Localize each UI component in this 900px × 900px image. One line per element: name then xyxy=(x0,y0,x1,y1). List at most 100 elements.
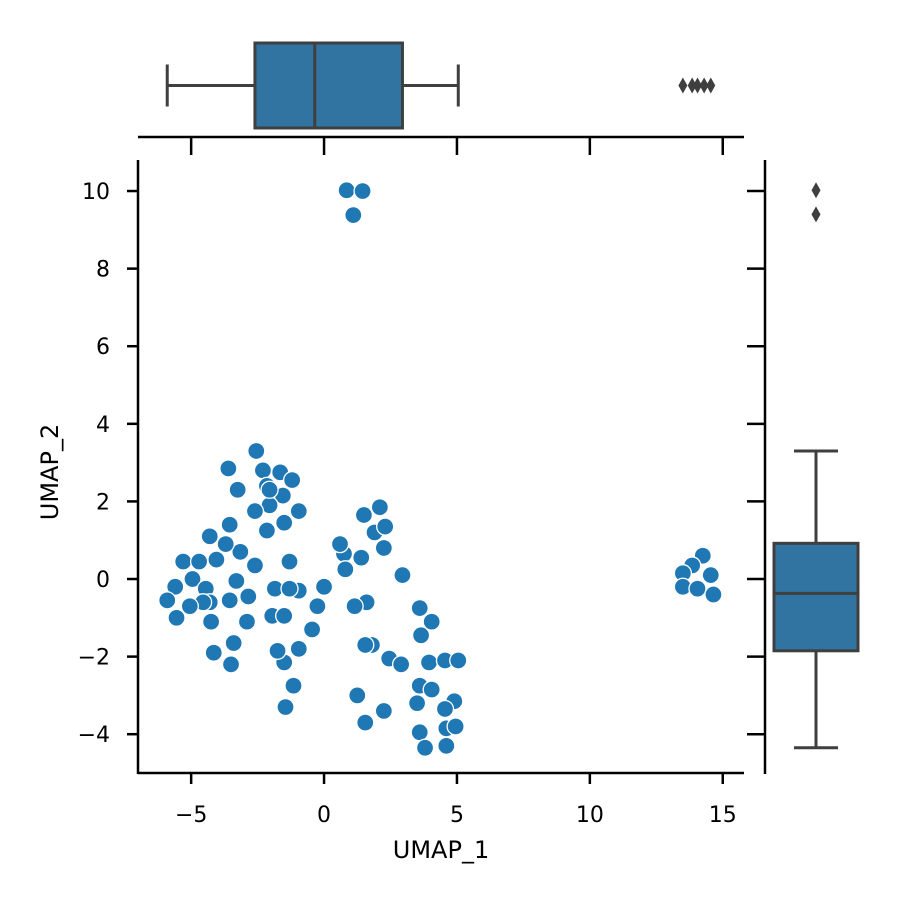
scatter-point xyxy=(701,565,720,585)
scatter-point xyxy=(268,641,287,660)
scatter-point xyxy=(280,552,299,571)
y-tick-label: 10 xyxy=(82,180,110,205)
y-tick-label: 8 xyxy=(96,258,110,283)
x-tick-label: 5 xyxy=(450,803,464,828)
y-tick-label: 6 xyxy=(96,335,110,360)
x-axis-title: UMAP_1 xyxy=(393,836,489,864)
scatter-point xyxy=(221,655,241,674)
scatter-point xyxy=(354,505,374,525)
y-marginal-box xyxy=(772,182,860,750)
x-marginal-box xyxy=(165,41,716,130)
scatter-point xyxy=(207,550,226,569)
scatter-point xyxy=(352,548,371,567)
x-marginal-ticks xyxy=(189,137,724,155)
y-outlier xyxy=(811,206,821,223)
scatter-point xyxy=(253,461,273,480)
scatter-point xyxy=(393,565,412,585)
scatter-point xyxy=(280,579,299,598)
scatter-point xyxy=(391,655,411,674)
scatter-point xyxy=(704,585,723,604)
scatter-point xyxy=(260,480,279,499)
y-tick-label: −4 xyxy=(78,723,110,748)
y-tick-label: 0 xyxy=(96,568,110,593)
scatter-point xyxy=(167,608,186,627)
scatter-point xyxy=(407,694,427,713)
y-axis-title: UMAP_2 xyxy=(36,424,64,520)
scatter-point xyxy=(239,587,258,606)
y-outlier xyxy=(811,182,821,199)
scatter-points xyxy=(158,181,723,757)
scatter-point xyxy=(376,517,395,536)
scatter-point xyxy=(337,181,356,200)
scatter-point xyxy=(344,205,363,225)
y-marginal-ticks xyxy=(747,189,765,736)
scatter-point xyxy=(275,513,294,532)
x-outlier xyxy=(692,77,702,94)
scatter-point xyxy=(219,459,238,478)
scatter-point xyxy=(237,612,257,631)
scatter-point xyxy=(216,534,235,554)
x-outlier xyxy=(678,77,688,94)
scatter-point xyxy=(449,651,468,670)
scatter-point xyxy=(204,643,223,662)
scatter-point xyxy=(166,577,185,596)
scatter-point xyxy=(302,620,322,639)
scatter-point xyxy=(174,552,193,571)
scatter-point xyxy=(308,597,327,616)
y-tick-label: 2 xyxy=(96,490,110,515)
scatter-point xyxy=(189,552,209,571)
y-iqr-box xyxy=(772,541,860,653)
scatter-point xyxy=(284,676,303,695)
x-tick-label: 0 xyxy=(317,803,331,828)
y-ticks: −4 −2 0 2 4 6 8 10 xyxy=(78,180,138,748)
scatter-point xyxy=(348,686,367,705)
scatter-point xyxy=(345,597,364,616)
scatter-point xyxy=(330,534,350,554)
scatter-point xyxy=(224,633,243,653)
y-marginal-boxplot xyxy=(747,160,860,774)
scatter-point xyxy=(419,653,439,672)
x-ticks: −5 0 5 10 15 xyxy=(175,773,737,828)
scatter-point xyxy=(231,542,250,562)
scatter-point xyxy=(183,569,202,589)
x-tick-label: 10 xyxy=(576,803,604,828)
scatter-point xyxy=(201,612,221,631)
main-scatter-axes: −5 0 5 10 15 −4 −2 0 2 4 6 8 10 UMAP_1 UMAP_2 xyxy=(36,160,744,864)
scatter-point xyxy=(245,501,265,521)
scatter-point xyxy=(356,635,375,655)
scatter-point xyxy=(276,697,295,717)
scatter-point xyxy=(158,591,177,610)
scatter-point xyxy=(374,538,394,558)
scatter-point xyxy=(228,480,247,499)
scatter-point xyxy=(410,598,429,618)
scatter-point xyxy=(422,612,441,631)
x-outlier xyxy=(687,77,697,94)
scatter-point xyxy=(410,723,429,742)
scatter-point xyxy=(289,501,308,521)
scatter-point xyxy=(336,560,355,579)
scatter-point xyxy=(275,606,294,626)
x-tick-label: 15 xyxy=(709,803,737,828)
scatter-point xyxy=(353,181,372,201)
scatter-point xyxy=(227,571,246,591)
y-tick-label: −2 xyxy=(78,646,110,671)
x-outlier xyxy=(699,77,709,94)
scatter-point xyxy=(370,498,390,517)
scatter-point xyxy=(245,556,265,575)
scatter-point xyxy=(257,521,277,540)
x-iqr-box xyxy=(253,41,404,130)
scatter-point xyxy=(200,527,219,546)
x-outlier xyxy=(706,77,716,94)
scatter-point xyxy=(247,441,266,461)
scatter-point xyxy=(688,579,707,598)
x-tick-label: −5 xyxy=(175,803,207,828)
scatter-point xyxy=(283,470,302,490)
scatter-point xyxy=(374,701,394,721)
scatter-point xyxy=(415,738,435,757)
scatter-point xyxy=(314,577,334,596)
scatter-point xyxy=(289,639,308,658)
scatter-point xyxy=(422,680,441,699)
x-marginal-boxplot xyxy=(138,41,744,155)
scatter-point xyxy=(220,515,239,534)
